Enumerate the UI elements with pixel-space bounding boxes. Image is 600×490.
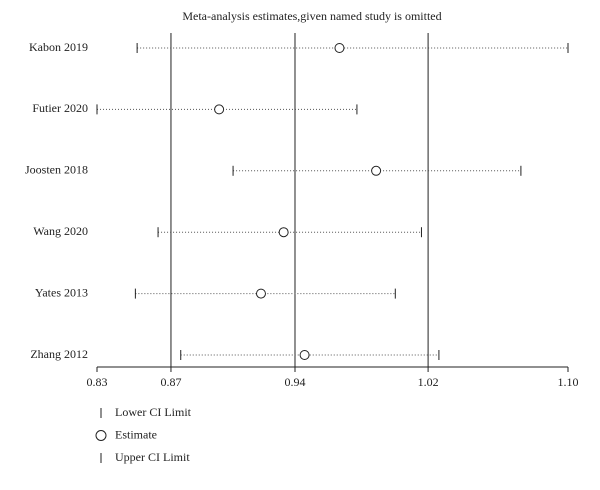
- estimate: [255, 288, 266, 299]
- study-label: Futier 2020: [32, 101, 88, 115]
- estimate: [371, 165, 382, 176]
- x-tick-label: 0.83: [87, 375, 108, 389]
- chart-title: Meta-analysis estimates,given named stud…: [182, 9, 441, 23]
- study-label: Yates 2013: [35, 285, 88, 299]
- legend-label: Upper CI Limit: [115, 450, 190, 464]
- study-label: Wang 2020: [33, 224, 88, 238]
- study-label: Joosten 2018: [25, 163, 88, 177]
- x-tick-label: 1.10: [558, 375, 579, 389]
- estimate: [299, 350, 310, 360]
- legend-label: Estimate: [115, 427, 157, 441]
- study-label: Kabon 2019: [29, 40, 88, 54]
- legend-symbol: [95, 430, 107, 441]
- x-tick-label: 1.02: [418, 375, 439, 389]
- x-tick-label: 0.94: [284, 375, 305, 389]
- legend-label: Lower CI Limit: [115, 405, 192, 419]
- estimate: [278, 227, 289, 238]
- study-label: Zhang 2012: [30, 347, 88, 361]
- estimate: [214, 104, 225, 115]
- estimate: [334, 43, 345, 53]
- x-tick-label: 0.87: [160, 375, 181, 389]
